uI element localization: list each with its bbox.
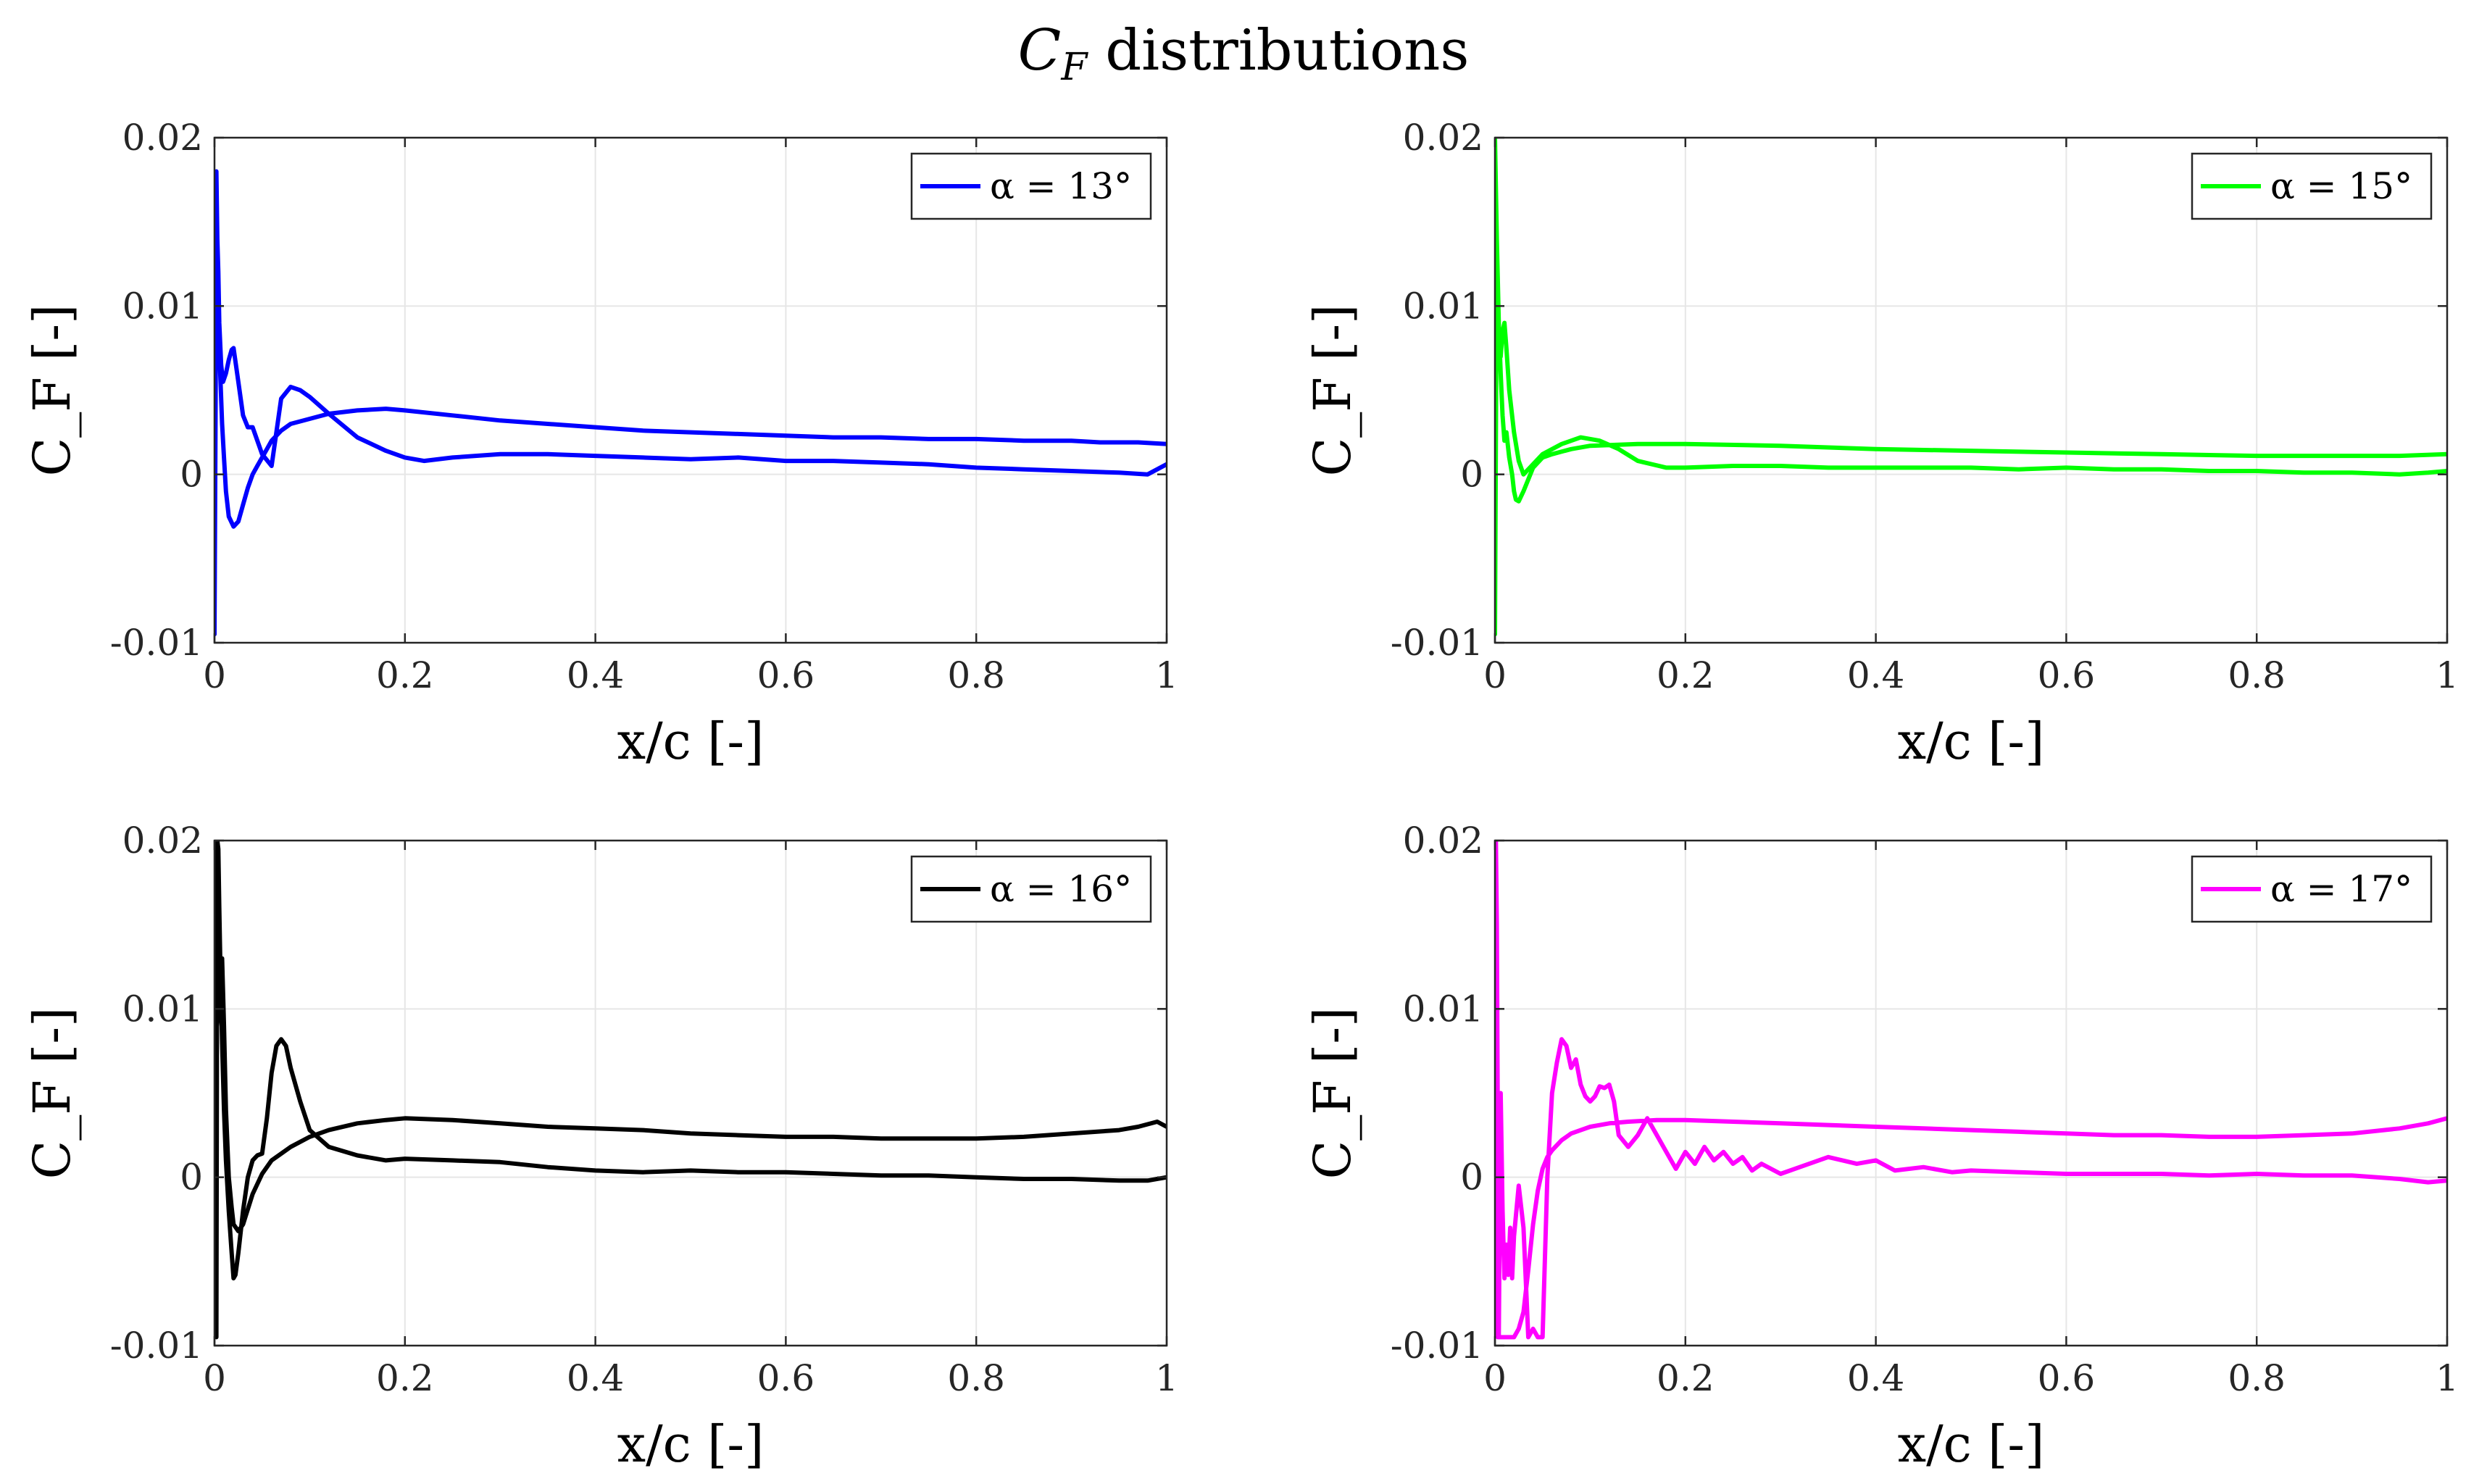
x-tick-label: 0.8 <box>2228 1357 2286 1399</box>
y-tick-label: 0.02 <box>1403 117 1483 159</box>
plot-area <box>1495 841 2447 1346</box>
x-tick-label: 0.4 <box>1847 654 1905 696</box>
x-tick-label: 1 <box>1155 1357 1178 1399</box>
plot-area <box>214 138 1167 643</box>
x-tick-label: 0.8 <box>947 654 1005 696</box>
y-tick-label: 0.01 <box>1403 285 1483 327</box>
x-tick-label: 0.4 <box>567 654 625 696</box>
y-axis-label: C_F [-] <box>22 304 82 477</box>
legend-label: α = 17° <box>2270 868 2412 910</box>
x-tick-label: 0.2 <box>1657 1357 1715 1399</box>
x-tick-label: 0.4 <box>567 1357 625 1399</box>
data-line-1 <box>214 841 1167 1340</box>
x-tick-label: 0 <box>1483 654 1507 696</box>
figure-title-rest: distributions <box>1087 18 1469 83</box>
legend: α = 13° <box>910 152 1152 220</box>
x-tick-label: 0.2 <box>376 1357 434 1399</box>
x-tick-label: 0.6 <box>757 654 815 696</box>
legend: α = 16° <box>910 855 1152 923</box>
y-tick-label: 0 <box>1460 454 1483 496</box>
y-tick-label: 0 <box>180 454 203 496</box>
x-axis-label: x/c [-] <box>617 1414 765 1474</box>
figure-title-main: C <box>1018 18 1062 83</box>
x-axis-label: x/c [-] <box>1898 712 2045 771</box>
legend-label: α = 16° <box>990 868 1132 910</box>
plot-area <box>214 841 1167 1346</box>
x-tick-label: 0 <box>203 1357 226 1399</box>
y-tick-label: 0.02 <box>122 820 203 862</box>
y-tick-label: -0.01 <box>110 622 203 664</box>
figure-title-sub: F <box>1060 46 1088 89</box>
y-tick-label: -0.01 <box>110 1325 203 1367</box>
data-line-1 <box>1495 841 2447 1340</box>
x-tick-label: 1 <box>1155 654 1178 696</box>
data-line-1 <box>1495 138 2447 637</box>
axes-box <box>1494 136 2449 644</box>
y-tick-label: 0 <box>1460 1156 1483 1199</box>
x-axis-label: x/c [-] <box>617 712 765 771</box>
x-tick-label: 0.4 <box>1847 1357 1905 1399</box>
y-tick-label: 0.01 <box>1403 988 1483 1030</box>
x-tick-label: 0 <box>1483 1357 1507 1399</box>
x-tick-label: 0.8 <box>947 1357 1005 1399</box>
y-tick-label: 0.01 <box>122 988 203 1030</box>
axes-box <box>1494 839 2449 1347</box>
y-axis-label: C_F [-] <box>22 1007 82 1180</box>
x-tick-label: 0.6 <box>2038 1357 2096 1399</box>
plot-area <box>1495 138 2447 643</box>
axes-box <box>213 136 1168 644</box>
figure-title: CF distributions <box>1018 18 1470 89</box>
x-axis-label: x/c [-] <box>1898 1414 2045 1474</box>
y-tick-label: -0.01 <box>1391 1325 1483 1367</box>
x-tick-label: 0.8 <box>2228 654 2286 696</box>
x-tick-label: 0 <box>203 654 226 696</box>
x-tick-label: 0.2 <box>1657 654 1715 696</box>
y-tick-label: -0.01 <box>1391 622 1483 664</box>
y-axis-label: C_F [-] <box>1303 1007 1362 1180</box>
x-tick-label: 1 <box>2436 654 2459 696</box>
axes-box <box>213 839 1168 1347</box>
y-tick-label: 0.01 <box>122 285 203 327</box>
x-tick-label: 1 <box>2436 1357 2459 1399</box>
x-tick-label: 0.6 <box>757 1357 815 1399</box>
y-tick-label: 0 <box>180 1156 203 1199</box>
legend: α = 15° <box>2191 152 2433 220</box>
data-line-1 <box>214 169 1167 637</box>
legend-label: α = 15° <box>2270 165 2412 207</box>
legend: α = 17° <box>2191 855 2433 923</box>
y-axis-label: C_F [-] <box>1303 304 1362 477</box>
x-tick-label: 0.2 <box>376 654 434 696</box>
x-tick-label: 0.6 <box>2038 654 2096 696</box>
legend-label: α = 13° <box>990 165 1132 207</box>
y-tick-label: 0.02 <box>122 117 203 159</box>
y-tick-label: 0.02 <box>1403 820 1483 862</box>
